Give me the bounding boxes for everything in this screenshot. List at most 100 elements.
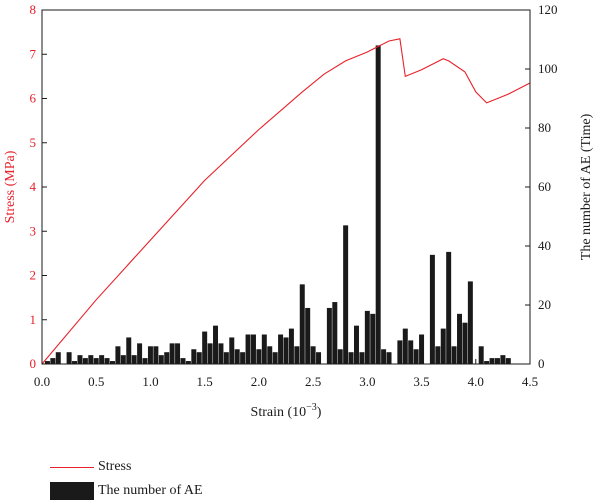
ae-bar <box>120 355 126 364</box>
ae-bar <box>348 352 354 364</box>
right-tick-label: 60 <box>538 179 551 194</box>
ae-bar <box>202 331 208 364</box>
ae-bar <box>180 358 186 364</box>
x-tick-label: 0.0 <box>34 374 50 389</box>
left-tick-label: 0 <box>30 356 37 371</box>
ae-bar <box>343 225 349 364</box>
ae-bar <box>191 349 197 364</box>
ae-bar <box>82 358 88 364</box>
ae-bar <box>147 346 153 364</box>
left-tick-label: 8 <box>30 2 37 17</box>
left-tick-label: 6 <box>30 91 37 106</box>
y-axis-title-right: The number of AE (Time) <box>579 113 594 260</box>
left-tick-label: 7 <box>30 46 37 61</box>
ae-bar <box>402 328 408 364</box>
legend-label-ae: The number of AE <box>98 483 203 498</box>
ae-bar <box>375 45 381 365</box>
ae-bar <box>223 352 229 364</box>
ae-bar <box>451 346 457 364</box>
y-axis-title-left: Stress (MPa) <box>3 150 18 223</box>
ae-bar <box>131 355 137 364</box>
stress-line <box>41 38 531 365</box>
x-tick-label: 3.0 <box>359 374 375 389</box>
legend-item-stress: Stress <box>50 457 131 477</box>
left-tick-label: 1 <box>30 312 37 327</box>
ae-bar <box>467 281 473 364</box>
ae-bar <box>267 346 273 364</box>
left-axis-ticks: 0 1 2 3 4 5 6 7 8 <box>30 2 47 371</box>
x-tick-label: 4.0 <box>468 374 484 389</box>
ae-bar <box>99 355 105 364</box>
ae-bar <box>104 358 110 364</box>
x-tick-label: 4.5 <box>522 374 538 389</box>
ae-bar <box>489 358 495 364</box>
ae-bar <box>478 346 484 364</box>
ae-bar <box>283 337 289 364</box>
ae-bar <box>218 343 224 364</box>
ae-bar <box>240 352 246 364</box>
ae-bar <box>462 322 468 364</box>
x-tick-label: 2.0 <box>251 374 267 389</box>
ae-bar <box>413 349 419 364</box>
ae-bar <box>494 358 500 364</box>
x-axis-ticks: 0.0 0.5 1.0 1.5 2.0 2.5 3.0 3.5 4.0 4.5 <box>34 359 538 389</box>
ae-bar <box>397 340 403 364</box>
ae-bar <box>196 352 202 364</box>
x-tick-label: 2.5 <box>305 374 321 389</box>
ae-bar <box>234 349 240 364</box>
ae-bar <box>229 337 235 364</box>
x-tick-label: 3.5 <box>413 374 429 389</box>
ae-bar <box>115 346 121 364</box>
left-tick-label: 3 <box>30 223 37 238</box>
legend-swatch-stress <box>50 466 94 468</box>
ae-bar <box>435 346 441 364</box>
ae-bar <box>207 343 213 364</box>
ae-bars <box>44 45 511 365</box>
ae-bar <box>44 361 50 364</box>
ae-bar <box>446 251 452 364</box>
legend-item-ae: The number of AE <box>50 481 203 501</box>
x-axis-title: Strain (10−3) <box>251 402 322 420</box>
ae-bar <box>256 349 262 364</box>
right-tick-label: 80 <box>538 120 551 135</box>
ae-bar <box>316 352 322 364</box>
left-tick-label: 5 <box>30 135 37 150</box>
ae-bar <box>364 310 370 364</box>
ae-bar <box>164 352 170 364</box>
ae-bar <box>250 334 256 364</box>
ae-bar <box>278 334 284 364</box>
ae-bar <box>310 346 316 364</box>
right-tick-label: 20 <box>538 297 551 312</box>
x-tick-label: 1.0 <box>142 374 158 389</box>
ae-bar <box>288 328 294 364</box>
left-tick-label: 4 <box>30 179 37 194</box>
ae-bar <box>77 355 83 364</box>
ae-bar <box>153 346 159 364</box>
ae-bar <box>294 346 300 364</box>
x-axis-title-main: Strain (10 <box>251 405 307 420</box>
ae-bar <box>381 349 387 364</box>
ae-bar <box>440 328 446 364</box>
ae-bar <box>175 343 181 364</box>
x-axis-title-sup: −3 <box>306 402 317 413</box>
ae-bar <box>337 349 343 364</box>
legend-swatch-ae <box>50 482 94 500</box>
x-tick-label: 0.5 <box>88 374 104 389</box>
ae-bar <box>72 361 78 364</box>
ae-bar <box>142 358 148 364</box>
ae-bar <box>88 355 94 364</box>
right-tick-label: 0 <box>538 356 545 371</box>
ae-bar <box>359 352 365 364</box>
ae-bar <box>185 361 191 364</box>
ae-bar <box>500 355 506 364</box>
left-tick-label: 2 <box>30 268 37 283</box>
ae-bar <box>213 325 219 364</box>
ae-bar <box>245 334 251 364</box>
ae-bar <box>305 307 311 364</box>
ae-bar <box>109 361 115 364</box>
ae-bar <box>332 302 338 364</box>
right-axis-ticks: 0 20 40 60 80 100 120 <box>525 2 558 371</box>
ae-bar <box>457 313 463 364</box>
x-axis-title-end: ) <box>317 405 322 420</box>
